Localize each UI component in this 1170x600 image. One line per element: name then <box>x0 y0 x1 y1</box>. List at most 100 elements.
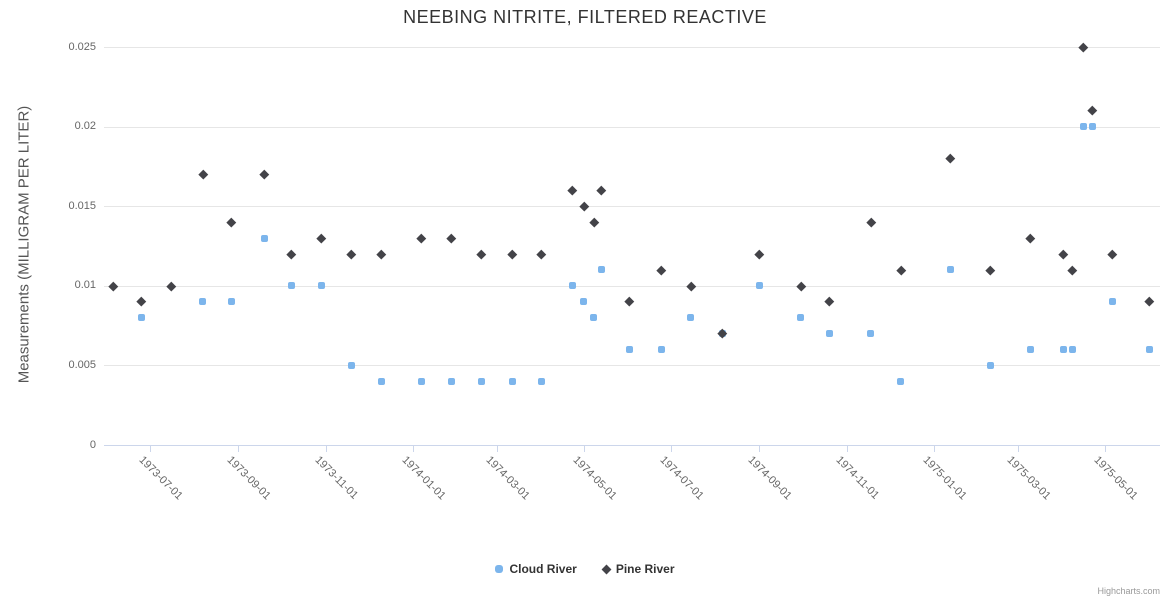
data-point-cloud-river[interactable] <box>417 377 425 385</box>
x-axis-tick-label: 1974-09-01 <box>745 454 795 503</box>
y-axis-tick-label: 0.005 <box>68 358 96 371</box>
y-gridline <box>104 365 1160 367</box>
data-point-cloud-river[interactable] <box>580 298 588 306</box>
x-axis-tick <box>496 446 498 452</box>
legend-item-cloud-river[interactable]: Cloud River <box>495 562 577 576</box>
data-point-pine-river[interactable] <box>824 297 835 307</box>
data-point-cloud-river[interactable] <box>947 266 955 274</box>
data-point-cloud-river[interactable] <box>260 234 268 242</box>
data-point-cloud-river[interactable] <box>626 345 634 353</box>
data-point-cloud-river[interactable] <box>317 282 325 290</box>
data-point-cloud-river[interactable] <box>987 361 995 369</box>
data-point-pine-river[interactable] <box>1067 265 1077 275</box>
data-point-pine-river[interactable] <box>259 169 269 180</box>
data-point-pine-river[interactable] <box>624 297 635 307</box>
y-axis-tick-label: 0.01 <box>74 279 96 292</box>
data-point-cloud-river[interactable] <box>227 298 235 306</box>
data-point-cloud-river[interactable] <box>347 361 355 369</box>
x-axis-tick <box>1104 446 1106 452</box>
data-point-pine-river[interactable] <box>596 185 606 195</box>
x-axis-tick <box>583 446 585 452</box>
data-point-pine-river[interactable] <box>1107 249 1117 259</box>
data-point-cloud-river[interactable] <box>597 266 605 274</box>
data-point-pine-river[interactable] <box>656 265 666 275</box>
data-point-pine-river[interactable] <box>1087 106 1097 116</box>
y-gridline <box>104 47 1160 48</box>
x-axis-tick-label: 1973-07-01 <box>136 454 185 503</box>
data-point-cloud-river[interactable] <box>657 345 665 353</box>
data-point-cloud-river[interactable] <box>797 314 805 322</box>
x-axis-tick <box>150 446 151 452</box>
data-point-pine-river[interactable] <box>136 297 147 307</box>
x-axis-tick <box>846 446 848 452</box>
data-point-cloud-river[interactable] <box>867 330 875 338</box>
highcharts-credits-link[interactable]: Highcharts.com <box>1097 586 1160 596</box>
data-point-pine-river[interactable] <box>536 249 546 259</box>
data-point-pine-river[interactable] <box>567 185 578 195</box>
data-point-cloud-river[interactable] <box>447 377 455 385</box>
data-point-pine-river[interactable] <box>446 233 456 243</box>
data-point-pine-river[interactable] <box>316 233 326 243</box>
x-axis-tick-label: 1975-05-01 <box>1091 454 1140 503</box>
data-point-pine-river[interactable] <box>686 281 696 291</box>
data-point-cloud-river[interactable] <box>1068 345 1076 353</box>
x-axis-tick-label: 1974-07-01 <box>657 454 706 503</box>
data-point-pine-river[interactable] <box>579 201 589 211</box>
data-point-pine-river[interactable] <box>416 233 426 243</box>
data-point-cloud-river[interactable] <box>287 282 295 290</box>
data-point-pine-river[interactable] <box>226 217 237 227</box>
data-point-pine-river[interactable] <box>376 249 386 259</box>
data-point-cloud-river[interactable] <box>199 298 207 306</box>
data-point-cloud-river[interactable] <box>537 377 545 385</box>
data-point-pine-river[interactable] <box>198 169 208 180</box>
data-point-cloud-river[interactable] <box>1060 345 1068 353</box>
data-point-pine-river[interactable] <box>1058 249 1069 259</box>
data-point-pine-river[interactable] <box>108 281 118 291</box>
legend: Cloud River Pine River <box>0 562 1170 576</box>
x-axis-tick <box>1017 446 1019 452</box>
data-point-pine-river[interactable] <box>346 249 356 259</box>
data-point-pine-river[interactable] <box>1078 42 1089 52</box>
x-axis-tick-label: 1973-09-01 <box>224 454 274 503</box>
data-point-cloud-river[interactable] <box>897 377 905 385</box>
data-point-pine-river[interactable] <box>986 265 996 275</box>
y-axis-tick-label: 0.025 <box>68 40 96 53</box>
data-point-cloud-river[interactable] <box>377 377 385 385</box>
data-point-cloud-river[interactable] <box>1108 298 1116 306</box>
data-point-cloud-river[interactable] <box>1088 123 1096 131</box>
data-point-pine-river[interactable] <box>896 265 906 275</box>
data-point-pine-river[interactable] <box>507 249 518 259</box>
data-point-pine-river[interactable] <box>1144 297 1154 307</box>
data-point-cloud-river[interactable] <box>825 330 833 338</box>
cloud-river-marker-icon <box>495 565 504 573</box>
data-point-cloud-river[interactable] <box>687 314 695 322</box>
data-point-cloud-river[interactable] <box>569 282 576 290</box>
data-point-pine-river[interactable] <box>589 217 599 227</box>
data-point-cloud-river[interactable] <box>1145 345 1153 353</box>
data-point-pine-river[interactable] <box>476 249 486 259</box>
data-point-pine-river[interactable] <box>866 217 876 227</box>
x-axis-tick-label: 1974-11-01 <box>833 454 881 502</box>
y-axis-tick-label: 0.015 <box>68 199 96 212</box>
data-point-cloud-river[interactable] <box>137 314 145 322</box>
data-point-pine-river[interactable] <box>1026 233 1036 243</box>
pine-river-marker-icon <box>601 564 612 574</box>
y-axis-tick-label: 0 <box>89 438 96 451</box>
data-point-cloud-river[interactable] <box>1080 123 1088 131</box>
data-point-cloud-river[interactable] <box>590 314 598 322</box>
data-point-cloud-river[interactable] <box>755 282 763 290</box>
chart-title: NEEBING NITRITE, FILTERED REACTIVE <box>403 7 767 27</box>
x-axis-tick-label: 1973-11-01 <box>312 454 360 502</box>
data-point-cloud-river[interactable] <box>477 377 485 385</box>
x-axis-tick <box>933 446 935 452</box>
data-point-pine-river[interactable] <box>286 249 296 259</box>
data-point-pine-river[interactable] <box>946 153 956 164</box>
x-axis-tick <box>325 446 327 452</box>
data-point-cloud-river[interactable] <box>509 377 517 385</box>
data-point-pine-river[interactable] <box>754 249 765 259</box>
data-point-pine-river[interactable] <box>796 281 806 291</box>
legend-item-pine-river[interactable]: Pine River <box>601 562 675 576</box>
data-point-cloud-river[interactable] <box>1027 345 1035 353</box>
data-point-pine-river[interactable] <box>166 281 177 291</box>
